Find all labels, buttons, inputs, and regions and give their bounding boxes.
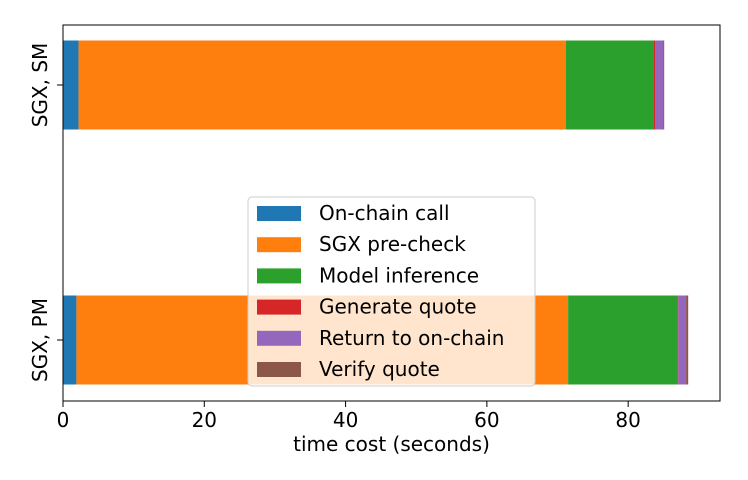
bar-segment-verify-quote-1 xyxy=(663,40,665,130)
bar-segment-sgx-pre-check-1 xyxy=(78,40,566,130)
plot-frame xyxy=(62,24,721,402)
legend-swatch xyxy=(257,237,301,253)
y-axis: SGX, PM SGX, SM xyxy=(28,43,63,382)
x-tick-label: 60 xyxy=(474,408,499,432)
legend-label: SGX pre-check xyxy=(319,232,466,256)
bar-segment-generate-quote-1 xyxy=(653,40,656,130)
bar-segment-return-to-on-chain-1 xyxy=(655,40,664,130)
x-tick-label: 20 xyxy=(192,408,217,432)
legend-label: Generate quote xyxy=(319,295,477,319)
bar-segment-return-to-on-chain-0 xyxy=(678,295,687,385)
x-tick-label: 0 xyxy=(57,408,70,432)
legend-swatch xyxy=(257,206,301,221)
legend-label: Model inference xyxy=(319,263,479,287)
bar-segment-model-inference-1 xyxy=(565,40,654,130)
x-tick-label: 80 xyxy=(615,408,640,432)
bar-segment-verify-quote-0 xyxy=(686,295,689,385)
legend: On-chain call SGX pre-check Model inferenc… xyxy=(247,196,536,387)
legend-label: Return to on-chain xyxy=(319,326,504,350)
bar-segment-on-chain-call-1 xyxy=(63,40,79,130)
bar-segment-model-inference-0 xyxy=(568,295,678,385)
x-axis: 0 20 40 60 80 xyxy=(57,401,641,432)
y-tick-label: SGX, SM xyxy=(28,43,52,128)
x-axis-label: time cost (seconds) xyxy=(293,432,490,456)
y-tick-label: SGX, PM xyxy=(28,298,52,382)
legend-swatch xyxy=(257,330,301,346)
legend-label: Verify quote xyxy=(319,357,440,381)
legend-swatch xyxy=(257,362,301,377)
legend-label: On-chain call xyxy=(319,201,450,225)
legend-swatch xyxy=(257,268,301,284)
legend-frame xyxy=(247,196,536,387)
bar-segment-generate-quote-0 xyxy=(677,295,679,385)
legend-swatch xyxy=(257,299,301,315)
bar-segment-on-chain-call-0 xyxy=(63,295,77,385)
x-tick-label: 40 xyxy=(333,408,358,432)
